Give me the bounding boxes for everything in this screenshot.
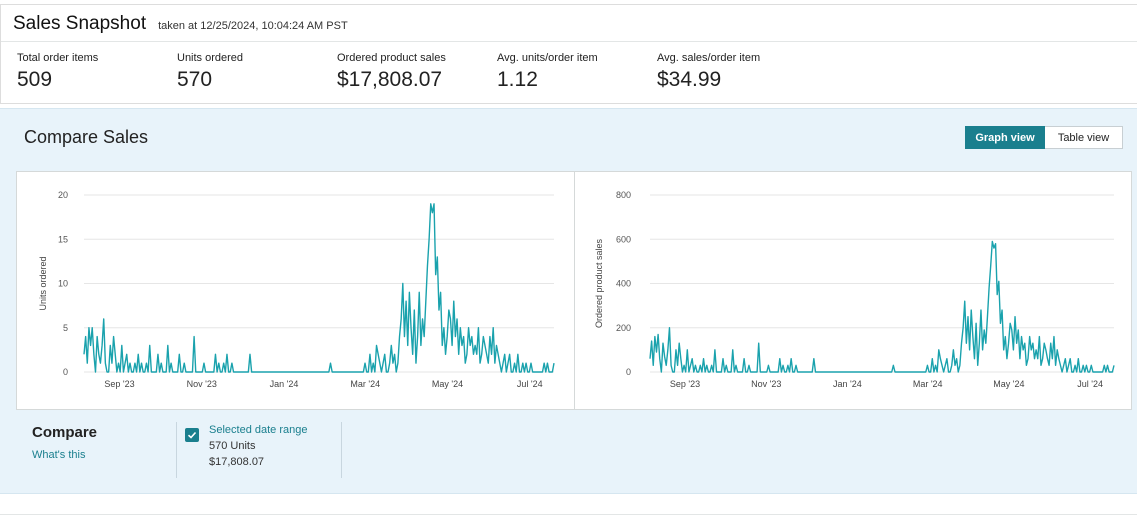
ordered-product-sales-chart: 0 200 400 600 800 Ordered product sales Sep '2… xyxy=(594,190,1115,389)
metric-total-order-items: Total order items 509 xyxy=(17,52,98,92)
snapshot-title: Sales Snapshot xyxy=(13,13,147,34)
compare-footer-title: Compare xyxy=(32,424,98,441)
x-tick-label: May '24 xyxy=(993,379,1024,389)
bottom-divider xyxy=(0,514,1137,515)
x-tick-label: Mar '24 xyxy=(350,379,380,389)
metric-label: Avg. units/order item xyxy=(497,52,598,64)
x-tick-label: Jul '24 xyxy=(517,379,543,389)
x-tick-label: Sep '23 xyxy=(670,379,700,389)
x-tick-label: Nov '23 xyxy=(187,379,217,389)
x-tick-label: Mar '24 xyxy=(913,379,943,389)
compare-sales-panel: Compare Sales Graph view Table view 0 5 10… xyxy=(0,108,1137,494)
x-tick-label: Jan '24 xyxy=(270,379,299,389)
y-tick-label: 400 xyxy=(616,279,631,289)
y-tick-label: 800 xyxy=(616,190,631,200)
sales-snapshot-panel: Sales Snapshot taken at 12/25/2024, 10:0… xyxy=(0,4,1137,104)
metric-value: 1.12 xyxy=(497,68,538,91)
metric-label: Units ordered xyxy=(177,52,244,64)
metric-label: Ordered product sales xyxy=(337,52,446,64)
legend-sales-value: $17,808.07 xyxy=(209,456,265,468)
metric-value: $17,808.07 xyxy=(337,68,443,91)
metric-ordered-product-sales: Ordered product sales $17,808.07 xyxy=(337,52,446,92)
view-toggle: Graph view Table view xyxy=(965,126,1123,149)
units-ordered-chart: 0 5 10 15 20 Units ordered Sep '23 Nov '23 Jan '… xyxy=(38,190,555,389)
metric-value: 570 xyxy=(177,68,213,91)
x-tick-label: May '24 xyxy=(432,379,463,389)
x-tick-label: Nov '23 xyxy=(751,379,781,389)
y-tick-label: 15 xyxy=(58,234,68,244)
legend-selected-date-range: Selected date range 570 Units $17,808.07 xyxy=(176,422,342,478)
graph-view-button[interactable]: Graph view xyxy=(965,126,1045,149)
snapshot-metrics: Total order items 509 Units ordered 570 … xyxy=(1,42,1137,104)
snapshot-timestamp: taken at 12/25/2024, 10:04:24 AM PST xyxy=(158,20,348,32)
x-tick-label: Sep '23 xyxy=(104,379,134,389)
chart-divider xyxy=(574,172,575,409)
series-line xyxy=(83,203,555,373)
metric-label: Avg. sales/order item xyxy=(657,52,761,64)
y-axis-label: Ordered product sales xyxy=(594,238,604,328)
checkbox-checked-icon[interactable] xyxy=(185,428,199,442)
charts-container: 0 5 10 15 20 Units ordered Sep '23 Nov '23 Jan '… xyxy=(16,171,1132,410)
legend-series-name: Selected date range xyxy=(209,424,308,436)
x-tick-label: Jul '24 xyxy=(1077,379,1103,389)
y-tick-label: 10 xyxy=(58,279,68,289)
series-line xyxy=(649,240,1115,373)
y-tick-label: 0 xyxy=(63,367,68,377)
y-tick-label: 0 xyxy=(626,367,631,377)
metric-value: $34.99 xyxy=(657,68,722,91)
y-tick-label: 5 xyxy=(63,323,68,333)
x-tick-label: Jan '24 xyxy=(833,379,862,389)
legend-units-value: 570 Units xyxy=(209,440,256,452)
y-tick-label: 20 xyxy=(58,190,68,200)
metric-avg-sales-per-order-item: Avg. sales/order item $34.99 xyxy=(657,52,760,92)
metric-value: 509 xyxy=(17,68,53,91)
metric-label: Total order items xyxy=(17,52,99,64)
snapshot-header: Sales Snapshot taken at 12/25/2024, 10:0… xyxy=(1,5,1137,42)
y-tick-label: 600 xyxy=(616,234,631,244)
whats-this-link[interactable]: What's this xyxy=(32,449,86,461)
compare-sales-title: Compare Sales xyxy=(24,127,149,147)
metric-avg-units-per-order-item: Avg. units/order item 1.12 xyxy=(497,52,598,92)
y-axis-label: Units ordered xyxy=(38,256,48,310)
y-tick-label: 200 xyxy=(616,323,631,333)
metric-units-ordered: Units ordered 570 xyxy=(177,52,243,92)
table-view-button[interactable]: Table view xyxy=(1045,126,1123,149)
